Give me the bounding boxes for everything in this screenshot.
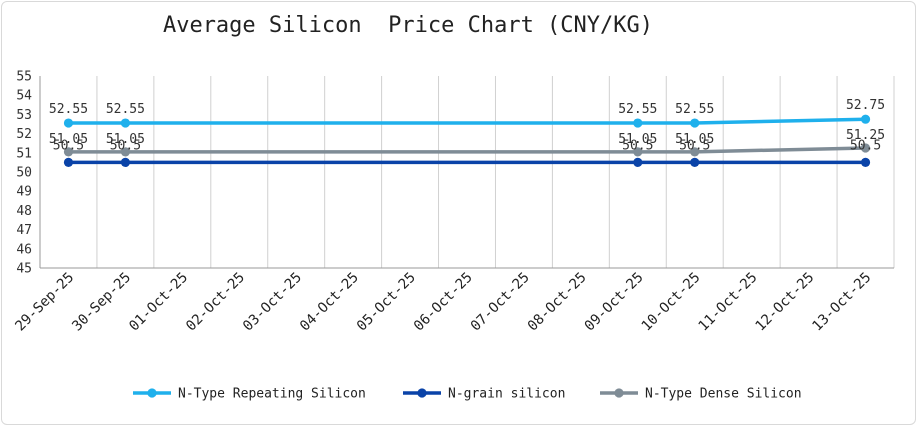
legend-label: N-Type Dense Silicon [645, 387, 802, 402]
x-tick-label: 11-Oct-25 [696, 270, 761, 335]
data-label: 51.05 [618, 132, 657, 147]
x-tick-label: 12-Oct-25 [752, 270, 817, 335]
legend-item: N-Type Dense Silicon [600, 387, 802, 402]
x-tick-label: 01-Oct-25 [126, 270, 191, 335]
data-label: 52.55 [106, 102, 145, 117]
x-tick-label: 08-Oct-25 [525, 270, 590, 335]
x-tick-label: 03-Oct-25 [240, 270, 305, 335]
x-tick-label: 05-Oct-25 [354, 270, 419, 335]
series-points [63, 114, 871, 167]
data-label: 52.55 [618, 102, 657, 117]
data-point [633, 147, 643, 157]
data-point [860, 157, 871, 167]
y-tick-label: 51 [16, 146, 32, 161]
x-tick-label: 29-Sep-25 [12, 270, 77, 335]
data-label: 51.05 [106, 132, 145, 147]
gridlines [39, 76, 895, 268]
data-labels: 52.55 52.55 52.55 52.55 52.75 50.5 50.5 50.5 50.… [49, 98, 885, 153]
x-tick-label: 04-Oct-25 [297, 270, 362, 335]
data-point [860, 114, 871, 124]
y-tick-label: 54 [16, 89, 32, 104]
data-point [690, 157, 700, 167]
data-point [63, 157, 74, 167]
x-tick-label: 13-Oct-25 [809, 270, 874, 335]
y-axis-ticks: 45 46 47 48 49 50 51 52 53 54 55 [16, 70, 32, 277]
y-tick-label: 50 [16, 166, 32, 181]
data-label: 50.5 [622, 138, 653, 153]
data-point [633, 157, 643, 167]
legend-item: N-grain silicon [403, 387, 565, 402]
data-label: 50.5 [53, 138, 84, 153]
data-label: 52.55 [675, 102, 714, 117]
x-axis-ticks: 29-Sep-2530-Sep-2501-Oct-2502-Oct-2503-O… [12, 270, 874, 335]
legend-marker [417, 388, 427, 398]
data-label: 50.5 [110, 138, 141, 153]
chart-title: Average Silicon Price Chart (CNY/KG) [163, 13, 653, 38]
axes [39, 76, 894, 269]
data-label: 51.25 [846, 128, 885, 143]
series-line [66, 146, 868, 154]
data-point [120, 157, 130, 167]
y-tick-label: 48 [16, 204, 32, 219]
y-tick-label: 45 [16, 262, 32, 277]
legend-item: N-Type Repeating Silicon [133, 387, 366, 402]
data-point [63, 118, 74, 128]
data-label: 52.55 [49, 102, 88, 117]
y-tick-label: 47 [16, 223, 32, 238]
data-label: 51.05 [49, 132, 88, 147]
data-label: 50.5 [679, 138, 710, 153]
data-point [633, 118, 643, 128]
x-tick-label: 07-Oct-25 [468, 270, 533, 335]
legend-label: N-Type Repeating Silicon [178, 387, 366, 402]
legend-marker [614, 388, 624, 398]
data-point [690, 118, 700, 128]
legend-label: N-grain silicon [448, 387, 565, 402]
x-tick-label: 30-Sep-25 [69, 270, 134, 335]
data-point [690, 147, 700, 157]
data-label: 50.5 [850, 138, 881, 153]
x-tick-label: 06-Oct-25 [411, 270, 476, 335]
data-label: 51.05 [675, 132, 714, 147]
data-label: 52.75 [846, 98, 885, 113]
legend: N-Type Repeating Silicon N-grain silicon N… [133, 387, 802, 402]
data-point [63, 147, 74, 157]
x-tick-label: 09-Oct-25 [582, 270, 647, 335]
x-tick-label: 10-Oct-25 [639, 270, 704, 335]
y-tick-label: 52 [16, 127, 32, 142]
data-point [860, 143, 871, 153]
legend-marker [147, 388, 157, 398]
y-tick-label: 49 [16, 185, 32, 200]
y-tick-label: 46 [16, 242, 32, 257]
data-point [120, 147, 130, 157]
y-tick-label: 55 [16, 70, 32, 85]
series-lines [66, 117, 868, 165]
series-line [66, 117, 868, 125]
data-point [120, 118, 130, 128]
y-tick-label: 53 [16, 108, 32, 123]
x-tick-label: 02-Oct-25 [183, 270, 248, 335]
